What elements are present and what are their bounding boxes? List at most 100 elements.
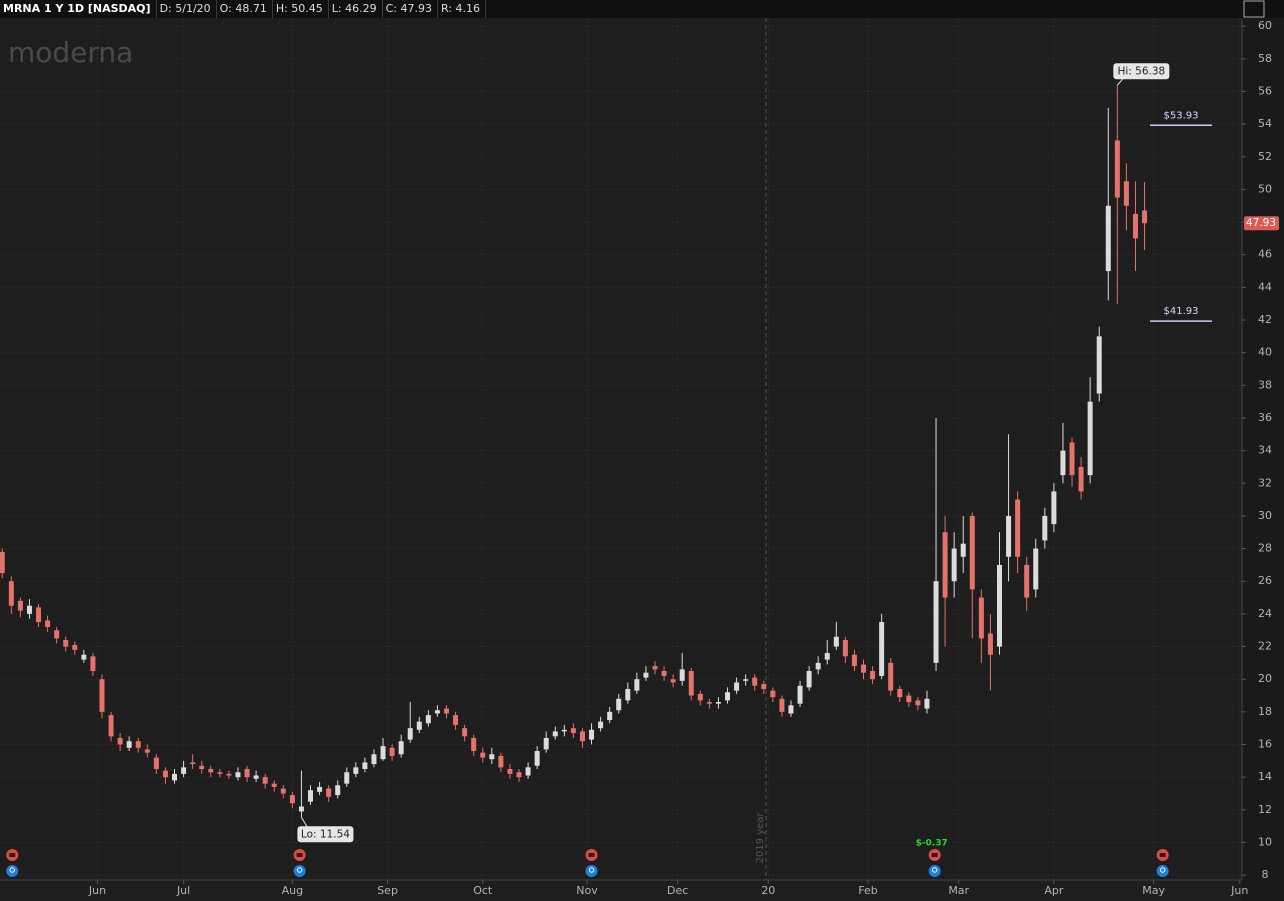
candle-body	[81, 654, 87, 660]
dividend-icon	[928, 865, 941, 877]
candle-body	[117, 737, 123, 745]
dividend-icon-glyph	[1159, 867, 1166, 873]
candle-body	[815, 662, 821, 670]
candle-body	[525, 767, 531, 776]
y-tick-label: 32	[1258, 476, 1272, 489]
candle-body	[879, 622, 885, 676]
last-price-badge	[1244, 216, 1279, 231]
tool-icon[interactable]	[1243, 0, 1265, 18]
candle-body	[770, 690, 776, 698]
header-field: H: 50.45	[273, 0, 329, 18]
candle-body	[552, 731, 558, 737]
y-tick-label: 20	[1258, 672, 1272, 685]
candle-body	[752, 677, 758, 686]
candle-body	[688, 671, 694, 696]
candle-body	[208, 768, 214, 773]
earnings-icon-glyph	[588, 853, 595, 857]
candle-body	[969, 515, 975, 590]
candle-body	[924, 698, 930, 709]
dividend-icon-glyph	[9, 867, 15, 873]
candle-body	[670, 679, 676, 683]
header-field: C: 47.93	[383, 0, 438, 18]
candle-body	[833, 636, 839, 647]
candle-body	[634, 679, 640, 691]
y-tick-label: 56	[1258, 84, 1272, 97]
x-tick-label: Nov	[576, 884, 598, 897]
x-tick-label: May	[1142, 884, 1165, 897]
candle-body	[861, 664, 867, 673]
candle-body	[181, 767, 187, 774]
callout-label: Hi: 56.38	[1117, 65, 1165, 77]
candle-body	[1015, 499, 1021, 557]
candle-body	[1114, 140, 1120, 198]
candle-body	[516, 772, 522, 778]
candle-body	[1123, 181, 1129, 206]
candle-body	[425, 715, 431, 724]
candle-body	[706, 702, 712, 704]
candle-body	[162, 770, 168, 778]
earnings-icon-glyph	[1159, 853, 1166, 857]
header-field: L: 46.29	[329, 0, 383, 18]
y-tick-label: 16	[1258, 737, 1272, 750]
callout-pointer	[301, 817, 308, 828]
candle-body	[507, 768, 513, 774]
candle-body	[579, 731, 585, 742]
candle-body	[108, 715, 114, 737]
candle-body	[906, 695, 912, 703]
candle-body	[235, 772, 241, 778]
candle-body	[570, 728, 576, 734]
x-tick-label: Mar	[948, 884, 969, 897]
x-tick-label: Dec	[667, 884, 688, 897]
callout-box	[1113, 63, 1170, 80]
candle-body	[725, 692, 731, 701]
candle-body	[8, 581, 14, 606]
candle-body	[616, 698, 622, 711]
candle-body	[17, 600, 23, 611]
y-tick-label: 54	[1258, 117, 1272, 130]
candle-body	[371, 754, 377, 765]
candle-body	[190, 762, 196, 765]
candle-body	[534, 751, 540, 766]
header-field: R: 4.16	[438, 0, 486, 18]
candle-body	[90, 656, 96, 672]
candle-body	[63, 640, 69, 647]
symbol: MRNA 1 Y 1D [NASDAQ]	[0, 0, 157, 18]
candle-body	[317, 786, 323, 792]
candle-body	[779, 698, 785, 712]
candle-body	[443, 708, 449, 714]
y-tick-label: 18	[1258, 705, 1272, 718]
candle-body	[1024, 564, 1030, 598]
candle-body	[1069, 442, 1075, 476]
earnings-icon-glyph	[931, 853, 938, 857]
candle-body	[1042, 515, 1048, 541]
last-price-label: 47.93	[1246, 217, 1276, 229]
y-tick-label: 44	[1258, 280, 1272, 293]
candle-body	[842, 640, 848, 657]
candle-body	[761, 684, 767, 689]
candle-body	[199, 765, 205, 769]
candle-body	[380, 746, 386, 760]
x-tick-label: Jun	[1230, 884, 1248, 897]
candle-body	[471, 737, 477, 752]
dividend-icon	[585, 865, 598, 877]
y-tick-label: 12	[1258, 803, 1272, 816]
candle-body	[253, 775, 259, 779]
callout-box	[297, 826, 354, 843]
header-field: D: 5/1/20	[157, 0, 217, 18]
candle-body	[652, 666, 658, 670]
candle-body	[135, 741, 141, 748]
y-tick-label: 34	[1258, 444, 1272, 457]
candle-body	[489, 754, 495, 760]
candle-body	[888, 662, 894, 691]
candle-body	[54, 630, 60, 639]
callout-pointer	[1116, 77, 1124, 86]
candle-body	[217, 772, 223, 774]
candle-body	[915, 700, 921, 706]
x-tick-label: Oct	[473, 884, 493, 897]
candle-body	[951, 548, 957, 582]
y-tick-label: 46	[1258, 248, 1272, 261]
candle-body	[978, 597, 984, 639]
dividend-icon	[1156, 865, 1169, 877]
